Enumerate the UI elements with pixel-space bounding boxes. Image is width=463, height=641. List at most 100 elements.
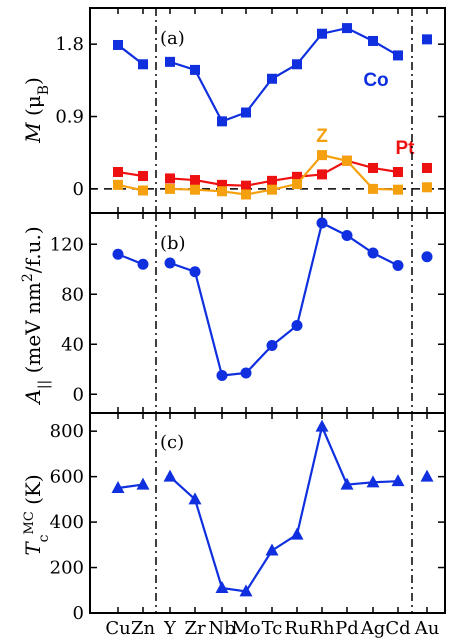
legend-z: Z <box>316 126 328 147</box>
series-line-2-0-1 <box>169 423 399 593</box>
panel-c-frame <box>89 412 446 614</box>
data-point-1-0-8 <box>316 217 328 229</box>
category-label-Mo: Mo <box>231 618 260 639</box>
data-point-2-0-0 <box>111 481 125 493</box>
category-label-Ru: Ru <box>284 618 309 639</box>
data-point-2-0-8 <box>315 419 329 432</box>
data-point-0-0-3 <box>190 64 200 75</box>
data-point-1-0-7 <box>291 320 303 331</box>
panel-b-label: (b) <box>160 233 186 254</box>
ytick-label-1-2: 80 <box>61 284 84 305</box>
panel-a-ylabel-m: M <box>21 122 45 144</box>
data-point-0-1-10 <box>368 162 378 173</box>
data-point-1-0-4 <box>216 370 228 381</box>
data-point-0-1-7 <box>292 171 302 182</box>
panel-a-label: (a) <box>160 28 185 49</box>
data-point-1-0-12 <box>421 251 433 263</box>
data-point-1-0-11 <box>392 260 404 271</box>
category-label-Tc: Tc <box>262 618 283 639</box>
category-label-Cu: Cu <box>105 618 130 639</box>
data-point-1-0-5 <box>240 367 252 379</box>
ytick-label-2-0: 0 <box>73 603 84 624</box>
data-point-0-0-11 <box>393 50 403 61</box>
data-point-0-1-3 <box>190 175 200 186</box>
ytick-label-0-2: 1.8 <box>55 34 84 55</box>
data-point-0-2-1 <box>138 185 148 196</box>
ytick-label-1-3: 120 <box>50 234 84 255</box>
data-point-0-1-2 <box>165 173 175 184</box>
svg-text:M (μB): M (μB) <box>21 77 52 144</box>
category-label-Cd: Cd <box>385 618 410 639</box>
ytick-label-2-2: 400 <box>50 512 84 533</box>
panel-c-label: (c) <box>160 432 184 453</box>
data-point-0-1-5 <box>241 180 251 191</box>
data-point-0-1-0 <box>113 167 123 177</box>
panel-b-ylabel: A|| (meV nm2/f.u.) <box>20 226 52 405</box>
data-point-0-1-8 <box>317 169 327 180</box>
series-line-0-0-1 <box>169 26 399 123</box>
data-point-2-0-4 <box>215 581 229 593</box>
data-point-0-0-4 <box>217 116 227 127</box>
data-point-0-1-6 <box>267 175 277 186</box>
data-point-0-2-7 <box>292 179 302 190</box>
legend-pt: Pt <box>396 138 416 159</box>
ytick-label-0-0: 0 <box>73 179 84 200</box>
data-point-0-2-4 <box>217 186 227 197</box>
data-point-1-0-6 <box>266 340 278 351</box>
data-point-2-0-11 <box>391 474 405 487</box>
data-point-2-0-3 <box>188 492 202 505</box>
svg-text:TcMC (K): TcMC (K) <box>21 474 52 555</box>
data-point-0-0-2 <box>165 56 175 67</box>
panel-b-frame <box>89 212 446 414</box>
series-line-0-2-1 <box>169 153 399 196</box>
category-label-Au: Au <box>414 618 440 639</box>
panel-c: (c) TcMC (K) <box>21 412 446 614</box>
data-point-2-0-7 <box>290 527 304 540</box>
data-point-1-0-2 <box>164 257 176 269</box>
panel-c-ylabel: TcMC (K) <box>21 474 52 555</box>
data-point-2-0-10 <box>366 475 380 488</box>
series-line-1-0-1 <box>169 221 399 377</box>
data-point-2-0-5 <box>239 584 253 597</box>
data-point-1-0-9 <box>341 230 353 241</box>
data-point-0-1-12 <box>422 162 432 173</box>
data-point-0-2-10 <box>368 183 378 194</box>
data-point-0-0-6 <box>267 73 277 84</box>
data-point-2-0-9 <box>340 477 354 490</box>
svg-text:A|| (meV nm2/f.u.): A|| (meV nm2/f.u.) <box>20 226 52 405</box>
data-point-2-0-2 <box>163 469 177 482</box>
category-label-Ag: Ag <box>360 618 386 639</box>
data-point-1-0-1 <box>137 258 149 270</box>
data-point-0-2-8 <box>317 150 327 161</box>
panel-a-ylabel: M (μB) <box>21 77 52 144</box>
data-point-0-0-1 <box>138 59 148 70</box>
ytick-label-2-4: 800 <box>50 421 84 442</box>
data-point-2-0-6 <box>265 543 279 556</box>
ytick-label-2-3: 600 <box>50 467 84 488</box>
panel-a: (a) M (μB) Co Z Pt <box>21 7 446 214</box>
data-point-0-2-6 <box>267 184 277 195</box>
data-point-0-0-7 <box>292 59 302 70</box>
data-point-0-2-9 <box>342 155 352 166</box>
data-point-0-2-12 <box>422 182 432 193</box>
data-point-0-2-0 <box>113 179 123 190</box>
ytick-label-2-1: 200 <box>50 558 84 579</box>
series-line-2-0-0 <box>117 483 144 490</box>
data-point-0-0-12 <box>422 34 432 45</box>
data-point-1-0-3 <box>189 266 201 278</box>
data-point-0-2-3 <box>190 184 200 195</box>
data-point-0-0-5 <box>241 107 251 118</box>
ytick-label-1-0: 0 <box>73 384 84 405</box>
category-label-Nb: Nb <box>208 618 235 639</box>
category-label-Y: Y <box>163 618 177 639</box>
data-point-0-0-10 <box>368 35 378 46</box>
ytick-label-1-1: 40 <box>61 334 84 355</box>
data-point-0-0-0 <box>113 39 123 50</box>
data-point-1-0-0 <box>112 248 124 260</box>
data-point-0-2-5 <box>241 189 251 200</box>
panel-b: (b) A|| (meV nm2/f.u.) <box>20 212 446 414</box>
data-point-0-0-8 <box>317 28 327 39</box>
category-label-Pd: Pd <box>335 618 359 639</box>
